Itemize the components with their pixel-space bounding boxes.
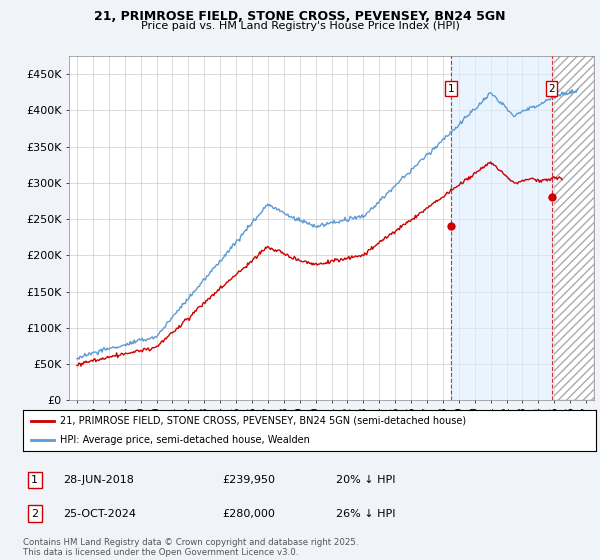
Text: 21, PRIMROSE FIELD, STONE CROSS, PEVENSEY, BN24 5GN: 21, PRIMROSE FIELD, STONE CROSS, PEVENSE… — [94, 10, 506, 23]
Text: 1: 1 — [448, 83, 454, 94]
Text: Contains HM Land Registry data © Crown copyright and database right 2025.
This d: Contains HM Land Registry data © Crown c… — [23, 538, 358, 557]
Bar — [451, 56, 551, 400]
Text: 2: 2 — [31, 508, 38, 519]
Text: 20% ↓ HPI: 20% ↓ HPI — [336, 475, 395, 485]
Text: 26% ↓ HPI: 26% ↓ HPI — [336, 508, 395, 519]
Text: £239,950: £239,950 — [222, 475, 275, 485]
Bar — [554, 56, 594, 400]
Text: 25-OCT-2024: 25-OCT-2024 — [63, 508, 136, 519]
Text: 21, PRIMROSE FIELD, STONE CROSS, PEVENSEY, BN24 5GN (semi-detached house): 21, PRIMROSE FIELD, STONE CROSS, PEVENSE… — [60, 416, 466, 426]
Text: Price paid vs. HM Land Registry's House Price Index (HPI): Price paid vs. HM Land Registry's House … — [140, 21, 460, 31]
Text: 2: 2 — [548, 83, 555, 94]
Text: HPI: Average price, semi-detached house, Wealden: HPI: Average price, semi-detached house,… — [60, 435, 310, 445]
Text: 1: 1 — [31, 475, 38, 485]
Bar — [554, 56, 594, 400]
Text: £280,000: £280,000 — [222, 508, 275, 519]
Text: 28-JUN-2018: 28-JUN-2018 — [63, 475, 134, 485]
